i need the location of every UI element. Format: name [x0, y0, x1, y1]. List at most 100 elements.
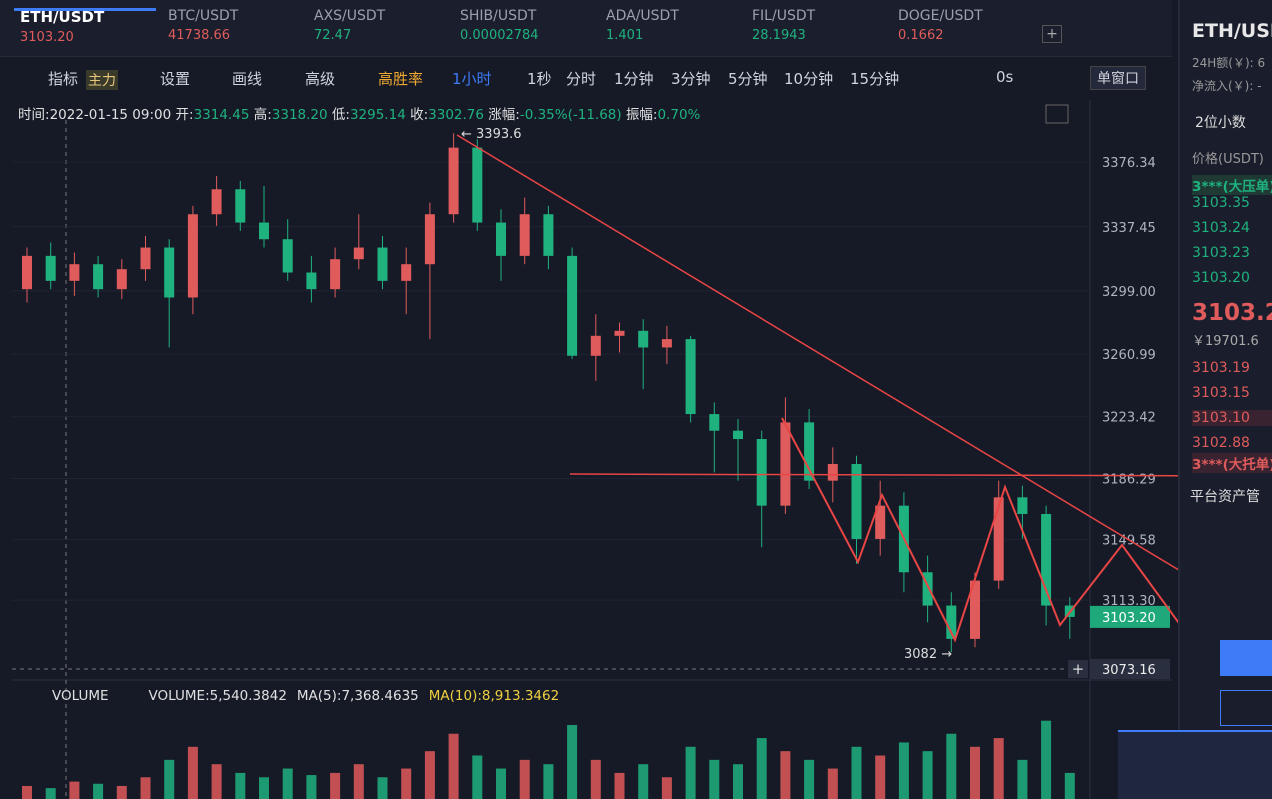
- candle-body: [353, 247, 364, 260]
- volume-bar: [93, 783, 104, 799]
- volume-header-item: VOLUME:5,540.3842: [148, 688, 287, 704]
- volume-bar: [116, 785, 127, 799]
- crosshair-add[interactable]: [1068, 660, 1088, 678]
- volume-bar: [140, 777, 151, 799]
- tab[interactable]: BTC/USDT 41738.66: [168, 8, 238, 54]
- volume-bar: [424, 751, 435, 799]
- tab-price: 0.1662: [898, 28, 944, 43]
- orderbook-item: 3***(大压单): [1192, 175, 1272, 195]
- orderbook-item: 24H额(￥): 6: [1192, 56, 1266, 70]
- toolbar-item[interactable]: 画线: [232, 70, 263, 88]
- volume-bar: [851, 746, 862, 799]
- candle-body: [780, 422, 791, 506]
- volume-bar: [496, 768, 506, 799]
- drawings: [456, 134, 1178, 643]
- volume-bar: [543, 764, 554, 799]
- candle-body: [993, 497, 1004, 581]
- y-tick-label: 3260.99: [1102, 348, 1156, 363]
- volume-bar: [756, 738, 767, 799]
- volume-bar: [1041, 720, 1052, 799]
- orderbook-item: ￥19701.6: [1192, 334, 1259, 349]
- candle-body: [519, 214, 530, 256]
- candle-body: [164, 247, 175, 298]
- orderbook-item: ETH/USD: [1192, 20, 1272, 42]
- tab-price: 28.1943: [752, 28, 806, 43]
- candle-body: [306, 272, 317, 290]
- candle-body: [448, 147, 459, 215]
- buy-button[interactable]: [1220, 640, 1272, 676]
- sell-button[interactable]: [1220, 690, 1272, 726]
- y-tick-label: 3186.29: [1102, 473, 1156, 488]
- crosshair-price: 3073.16: [1102, 663, 1156, 678]
- orderbook-item: 3103.10: [1192, 410, 1272, 426]
- toolbar-item[interactable]: 分时: [566, 70, 597, 88]
- volume-bar: [993, 738, 1004, 799]
- toolbar-item[interactable]: 1秒: [527, 70, 552, 88]
- volume-bar: [235, 772, 246, 799]
- tab[interactable]: ETH/USDT 3103.20: [20, 8, 104, 54]
- candle-body: [970, 580, 980, 639]
- toolbar-item[interactable]: 高级: [305, 70, 336, 88]
- info-value: 3302.76: [428, 107, 484, 123]
- candle-body: [946, 605, 957, 639]
- candle-body: [496, 222, 506, 256]
- candle-body: [69, 264, 80, 281]
- toolbar-item[interactable]: 指标: [48, 70, 79, 88]
- candle-body: [1017, 497, 1028, 514]
- info-value: 3318.20: [271, 107, 328, 123]
- candle-body: [330, 259, 341, 290]
- volume-bar: [567, 725, 578, 799]
- y-tick-label: 3223.42: [1102, 411, 1156, 426]
- orderbook-item: 3103.20: [1192, 300, 1272, 326]
- toolbar-item[interactable]: 3分钟: [671, 70, 711, 88]
- toolbar-item[interactable]: 主力: [86, 70, 118, 90]
- info-label: 高:: [253, 107, 272, 123]
- toolbar-item[interactable]: 设置: [160, 70, 191, 88]
- fullscreen-icon[interactable]: [1045, 104, 1069, 124]
- toolbar-item[interactable]: 1分钟: [614, 70, 654, 88]
- volume-header-item: MA(5):7,368.4635: [296, 688, 419, 704]
- volume-bar: [946, 733, 957, 799]
- tab-name: DOGE/USDT: [898, 8, 983, 24]
- candle-body: [93, 264, 104, 290]
- orderbook-item: 平台资产管: [1190, 489, 1260, 505]
- candle-body: [733, 430, 743, 440]
- volume-bar: [898, 742, 909, 799]
- candle-body: [567, 255, 578, 356]
- tab-name: SHIB/USDT: [460, 8, 537, 24]
- add-tab[interactable]: +: [1042, 25, 1062, 43]
- candle-body: [851, 464, 862, 539]
- tab[interactable]: AXS/USDT 72.47: [314, 8, 385, 54]
- toolbar-item[interactable]: 0s: [996, 68, 1014, 86]
- volume-bar: [780, 751, 791, 799]
- candle-body: [756, 439, 767, 506]
- toolbar-item[interactable]: 高胜率: [378, 70, 424, 88]
- last-price-box: [1090, 605, 1170, 628]
- plus-icon: +: [1072, 660, 1085, 678]
- orderbook-item: 3***(大托单): [1192, 453, 1272, 473]
- tab-price: 0.00002784: [460, 28, 539, 43]
- candle-body: [614, 330, 625, 336]
- candle-body: [211, 189, 222, 215]
- tab[interactable]: SHIB/USDT 0.00002784: [460, 8, 539, 54]
- volume-bar: [45, 788, 56, 799]
- candle-body: [709, 414, 720, 431]
- orderbook-item: 3103.35: [1192, 195, 1250, 211]
- candle-body: [543, 214, 554, 256]
- volume-bar: [827, 768, 838, 799]
- candle-body: [424, 214, 435, 265]
- toolbar-item[interactable]: 10分钟: [784, 70, 834, 88]
- crosshair-price-box: [1090, 659, 1170, 679]
- volume-bar: [22, 785, 32, 799]
- tab[interactable]: DOGE/USDT 0.1662: [898, 8, 983, 54]
- volume-bar: [330, 772, 341, 799]
- toolbar-item[interactable]: 5分钟: [728, 70, 768, 88]
- tab[interactable]: FIL/USDT 28.1943: [752, 8, 815, 54]
- tab[interactable]: ADA/USDT 1.401: [606, 8, 679, 54]
- toolbar-item[interactable]: 单窗口: [1090, 66, 1146, 90]
- volume-bar: [638, 764, 649, 799]
- toolbar-item[interactable]: 1小时: [452, 70, 492, 88]
- toolbar-item[interactable]: 15分钟: [850, 70, 900, 88]
- tab-price: 1.401: [606, 28, 644, 43]
